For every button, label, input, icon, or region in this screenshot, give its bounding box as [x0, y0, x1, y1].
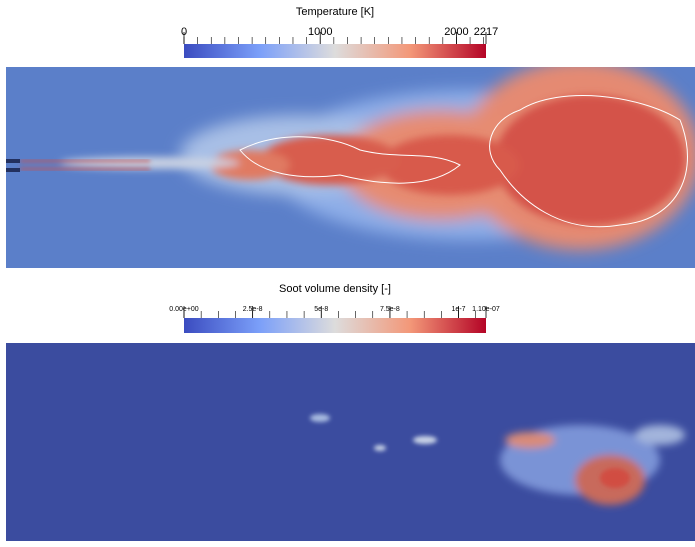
colorbar: [184, 318, 486, 333]
tick-label: 0.00e+00: [169, 306, 198, 313]
tick-label: 1e-7: [452, 306, 466, 313]
tick-label: 1000: [308, 26, 332, 38]
temperature-field: [6, 60, 695, 268]
tick-label: 2.5e-8: [243, 306, 263, 313]
tick-label: 1.10e-07: [472, 306, 500, 313]
page: {"panels": [ {"title": "Temperature [K]"…: [0, 0, 695, 547]
visualization: Temperature [K] 0 1000 2000 2217 Soot volume …: [0, 0, 695, 542]
tick-label: 7.5e-8: [380, 306, 400, 313]
colorbar-title: Soot volume density [-]: [279, 283, 391, 295]
soot-field: [6, 343, 695, 541]
tick-label: 5e-8: [314, 306, 328, 313]
tick-label: 2000: [444, 26, 468, 38]
colorbar-title: Temperature [K]: [296, 6, 374, 18]
tick-label: 0: [181, 26, 187, 38]
tick-label: 2217: [474, 26, 498, 38]
colorbar: [184, 44, 486, 58]
